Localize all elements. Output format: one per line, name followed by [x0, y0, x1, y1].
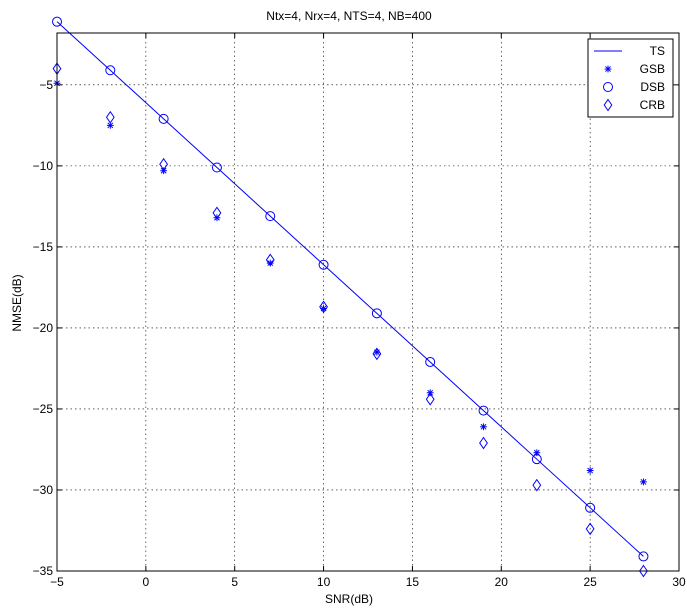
- series-crb-point: [532, 478, 542, 492]
- y-tick-label: −20: [33, 321, 54, 335]
- series-crb-point: [159, 157, 169, 171]
- series-dsb-point: [638, 551, 649, 562]
- legend-box: [587, 38, 674, 118]
- series-crb-point: [212, 206, 222, 220]
- x-tick-label: 20: [495, 575, 509, 589]
- legend-label-gsb: GSB: [640, 62, 665, 76]
- y-tick-label: −5: [39, 78, 53, 92]
- series-gsb-point: [426, 389, 434, 397]
- series-crb-point: [639, 564, 648, 578]
- y-tick-label: −25: [33, 402, 54, 416]
- series-dsb-point: [478, 405, 489, 416]
- axes-box: [56, 32, 680, 572]
- y-tick-label: −10: [33, 159, 54, 173]
- series-gsb-point: [586, 467, 594, 474]
- chart-title: Ntx=4, Nrx=4, NTS=4, NB=400: [266, 9, 432, 23]
- y-axis-label: NMSE(dB): [10, 274, 24, 331]
- series-crb-point: [265, 253, 275, 267]
- plot-area: [57, 33, 679, 571]
- x-tick-label: 10: [317, 575, 331, 589]
- y-tick-label: −15: [33, 240, 54, 254]
- x-tick-label: 5: [231, 575, 238, 589]
- legend: TS GSB DSB CRB: [587, 38, 674, 118]
- series-crb-point: [585, 522, 595, 536]
- series-gsb-point: [160, 167, 168, 175]
- legend-swatch-gsb: [604, 65, 612, 73]
- series-dsb-point: [105, 65, 116, 76]
- series-dsb-point: [425, 356, 436, 367]
- ticks: −5 0 5 10 15 20 25 30 −5 −10 −15 −20 −25 −30 −35: [33, 33, 686, 589]
- x-tick-label: 30: [672, 575, 686, 589]
- x-tick-label: 25: [583, 575, 597, 589]
- x-tick-label: −5: [50, 575, 64, 589]
- legend-label-dsb: DSB: [640, 80, 665, 94]
- legend-swatch-crb: [603, 98, 613, 112]
- series-dsb-point: [318, 259, 329, 270]
- x-axis-label: SNR(dB): [325, 592, 373, 606]
- series-crb-point: [105, 110, 115, 124]
- series-dsb-point: [265, 211, 276, 222]
- series-crb-point: [372, 347, 382, 361]
- x-tick-label: 0: [143, 575, 150, 589]
- y-tick-label: −35: [33, 564, 54, 578]
- series-dsb-point: [371, 308, 382, 319]
- series-dsb-point: [52, 16, 62, 27]
- legend-swatch-dsb: [603, 82, 613, 92]
- series-crb-point: [425, 392, 435, 406]
- x-tick-label: 15: [406, 575, 420, 589]
- y-tick-label: −30: [33, 483, 54, 497]
- series-dsb-point: [531, 454, 542, 465]
- series-gsb-point: [106, 121, 114, 129]
- series-gsb-point: [640, 478, 647, 486]
- series-ts-line: [56, 21, 644, 557]
- series-dsb-point: [158, 113, 169, 124]
- series-dsb-point: [211, 162, 222, 173]
- legend-label-ts: TS: [650, 44, 665, 58]
- series-crb-point: [479, 436, 488, 450]
- legend-label-crb: CRB: [640, 98, 665, 112]
- series-crb-point: [319, 300, 328, 314]
- series-gsb-point: [480, 423, 487, 431]
- series-dsb-point: [585, 502, 596, 513]
